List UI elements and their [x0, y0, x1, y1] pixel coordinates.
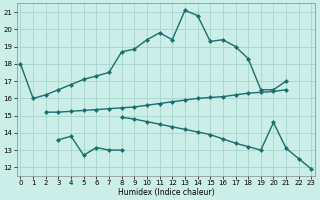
X-axis label: Humidex (Indice chaleur): Humidex (Indice chaleur): [118, 188, 214, 197]
